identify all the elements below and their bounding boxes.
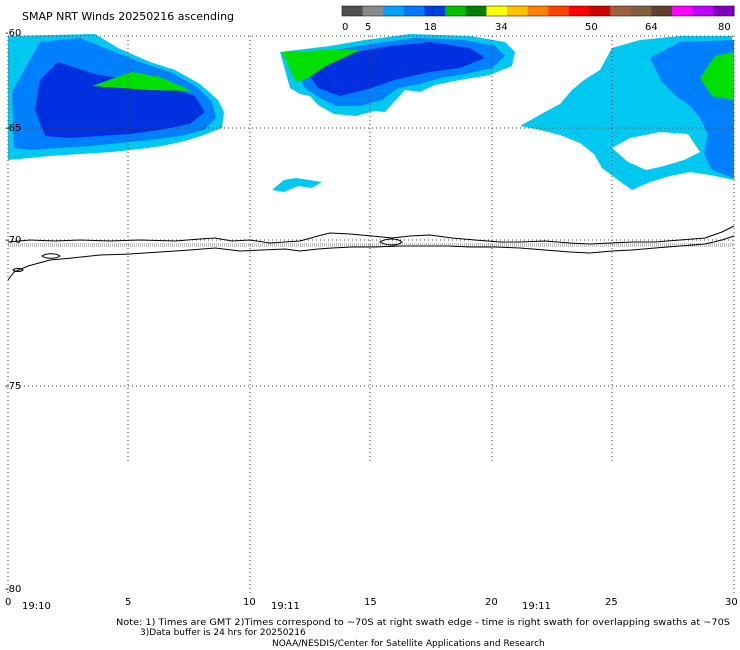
colorbar-swatch bbox=[342, 6, 364, 16]
colorbar-swatches bbox=[342, 6, 735, 16]
note-line-1: Note: 1) Times are GMT 2)Times correspon… bbox=[116, 618, 730, 628]
lat-label-65: -65 bbox=[5, 123, 21, 134]
colorbar-swatch bbox=[527, 6, 549, 16]
lat-label-80: -80 bbox=[5, 584, 21, 595]
time-label-2: 19:11 bbox=[271, 601, 300, 612]
lat-label-60: -60 bbox=[5, 28, 21, 39]
colorbar-swatch bbox=[630, 6, 652, 16]
colorbar-swatch bbox=[486, 6, 508, 16]
colorbar-swatch bbox=[424, 6, 446, 16]
coastline-island-3 bbox=[12, 268, 24, 272]
colorbar-swatch bbox=[651, 6, 673, 16]
colorbar-swatch bbox=[465, 6, 487, 16]
time-label-3: 19:11 bbox=[522, 601, 551, 612]
colorbar-swatch bbox=[507, 6, 529, 16]
colorbar-swatch bbox=[403, 6, 426, 16]
colorbar-label-0: 0 bbox=[342, 22, 348, 33]
colorbar-label-34: 34 bbox=[495, 22, 508, 33]
colorbar-swatch bbox=[548, 6, 570, 16]
colorbar-label-18: 18 bbox=[424, 22, 437, 33]
colorbar-label-50: 50 bbox=[585, 22, 598, 33]
colorbar-swatch bbox=[445, 6, 467, 16]
note-line-3: NOAA/NESDIS/Center for Satellite Applica… bbox=[272, 639, 545, 649]
lon-label-5: 5 bbox=[125, 597, 131, 608]
wind-swath-left-green bbox=[92, 72, 192, 91]
lon-label-30: 30 bbox=[725, 597, 738, 608]
lon-label-20: 20 bbox=[485, 597, 498, 608]
note-line-2: 3)Data buffer is 24 hrs for 20250216 bbox=[140, 628, 306, 638]
lon-label-25: 25 bbox=[605, 597, 618, 608]
colorbar-swatch bbox=[568, 6, 591, 16]
colorbar-swatch bbox=[589, 6, 611, 16]
lon-label-10: 10 bbox=[243, 597, 256, 608]
colorbar-frame bbox=[341, 5, 735, 17]
colorbar-swatch bbox=[362, 6, 384, 16]
colorbar-swatch bbox=[383, 6, 405, 16]
coastline-hatch bbox=[8, 243, 734, 247]
colorbar-swatch bbox=[610, 6, 632, 16]
longitude-labels: 0 5 10 15 20 25 30 19:10 19:11 19:11 bbox=[5, 597, 738, 612]
wind-swath-center-green bbox=[282, 50, 360, 82]
coastline-continent bbox=[7, 235, 735, 281]
coastline-island-1 bbox=[379, 238, 403, 246]
map-title: SMAP NRT Winds 20250216 ascending bbox=[22, 10, 234, 23]
colorbar-label-64: 64 bbox=[645, 22, 658, 33]
colorbar: 0 5 18 34 50 64 80 bbox=[341, 5, 735, 33]
coastline-island-2 bbox=[41, 253, 61, 259]
colorbar-swatch bbox=[713, 6, 735, 16]
latitude-labels: -60 -65 -70 -75 -80 bbox=[5, 28, 21, 595]
wind-swath-fragment bbox=[272, 178, 322, 192]
footnotes: Note: 1) Times are GMT 2)Times correspon… bbox=[116, 618, 730, 649]
coastline-ice-shelf bbox=[7, 225, 735, 245]
colorbar-label-80: 80 bbox=[718, 22, 731, 33]
lat-label-75: -75 bbox=[5, 381, 21, 392]
colorbar-swatch bbox=[672, 6, 694, 16]
antarctic-coastline bbox=[7, 225, 735, 281]
wind-swath-right-green bbox=[700, 52, 734, 100]
wind-swaths bbox=[8, 34, 734, 192]
lat-label-70: -70 bbox=[5, 235, 21, 246]
colorbar-label-5: 5 bbox=[365, 22, 371, 33]
time-label-1: 19:10 bbox=[22, 601, 51, 612]
colorbar-swatch bbox=[692, 6, 714, 16]
lon-label-0: 0 bbox=[5, 597, 11, 608]
lon-label-15: 15 bbox=[364, 597, 377, 608]
wind-swath-left-strong bbox=[35, 62, 205, 138]
